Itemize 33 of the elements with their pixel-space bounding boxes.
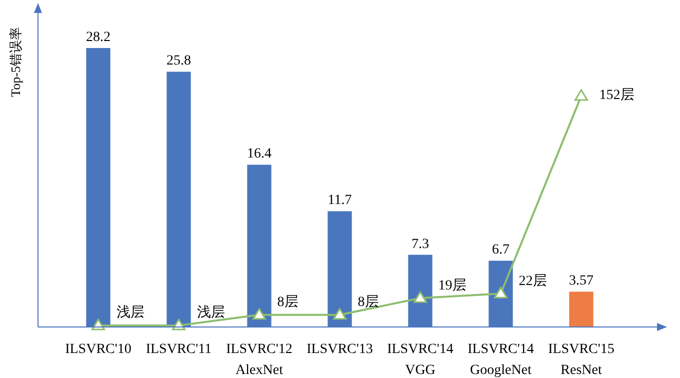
data-label: 16.4 bbox=[247, 146, 272, 162]
data-label: 3.57 bbox=[569, 274, 594, 289]
bar bbox=[328, 211, 352, 327]
bar bbox=[166, 72, 191, 327]
data-label: 浅层 bbox=[196, 304, 225, 321]
point bbox=[494, 286, 508, 298]
data-label: 6.7 bbox=[492, 242, 510, 258]
data-label: 8层 bbox=[358, 295, 379, 310]
point bbox=[333, 308, 346, 320]
point bbox=[414, 291, 427, 303]
data-label: 22层 bbox=[518, 274, 547, 289]
bar bbox=[569, 292, 594, 327]
x-tick-label: ILSVRC'11 bbox=[146, 342, 212, 357]
data-label: 152层 bbox=[599, 88, 634, 104]
data-label: 浅层 bbox=[116, 304, 144, 321]
data-label: 28.2 bbox=[86, 30, 110, 45]
x-tick-label: ILSVRC'14 VGG bbox=[387, 342, 454, 378]
x-tick-label: ILSVRC'15 ResNet bbox=[548, 342, 614, 378]
x-tick-label: ILSVRC'13 bbox=[306, 342, 373, 357]
data-label: 19层 bbox=[438, 278, 466, 294]
point bbox=[252, 308, 266, 320]
bar bbox=[86, 48, 110, 327]
data-label: 7.3 bbox=[412, 236, 429, 252]
point bbox=[574, 89, 588, 101]
data-label: 8层 bbox=[277, 295, 298, 310]
bar bbox=[408, 254, 432, 327]
x-tick-label: ILSVRC'14 GoogleNet bbox=[468, 342, 534, 378]
data-label: 25.8 bbox=[166, 54, 191, 69]
data-label: 11.7 bbox=[328, 193, 352, 208]
x-tick-label: ILSVRC'10 bbox=[65, 342, 132, 357]
bar bbox=[247, 164, 272, 327]
y-axis-title: Top-5错误率 bbox=[8, 27, 23, 97]
x-tick-label: ILSVRC'12 AlexNet bbox=[226, 342, 292, 378]
